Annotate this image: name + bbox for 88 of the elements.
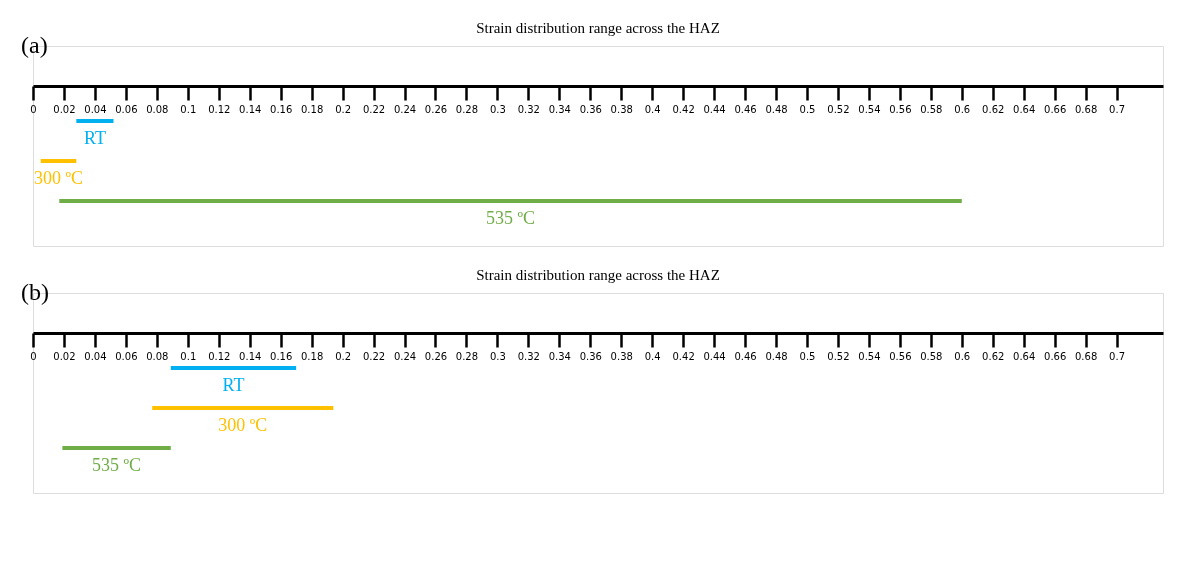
x-tick-label: 0.14 [239, 103, 262, 115]
x-tick-label: 0 [30, 350, 37, 362]
x-tick-label: 0 [30, 103, 37, 115]
x-tick-label: 0.7 [1109, 350, 1126, 362]
x-tick-label: 0.3 [489, 103, 506, 115]
x-tick-label: 0.22 [362, 350, 386, 362]
y-tick-label: 300 ºC [218, 415, 268, 435]
x-tick-label: 0.62 [982, 350, 1005, 362]
x-tick-label: 0.2 [335, 350, 352, 362]
chart-title: Strain distribution range across the HAZ [476, 267, 720, 283]
x-tick-label: 0.26 [424, 350, 448, 362]
x-tick-label: 0.66 [1044, 103, 1067, 115]
y-tick-label: 535 ºC [92, 455, 142, 475]
x-tick-label: 0.5 [799, 103, 816, 115]
x-tick-label: 0.04 [84, 350, 107, 362]
x-tick-label: 0.7 [1109, 103, 1126, 115]
x-tick-label: 0.26 [424, 103, 448, 115]
x-tick-label: 0.32 [517, 350, 540, 362]
text: (b) [21, 279, 49, 305]
x-tick-label: 0.3 [489, 350, 506, 362]
x-tick-label: 0.6 [954, 103, 971, 115]
x-tick-label: 0.64 [1013, 103, 1036, 115]
x-tick-label: 0.4 [644, 103, 661, 115]
y-tick-label: 300 ºC [33, 168, 84, 188]
x-tick-label: 0.56 [889, 103, 912, 115]
x-tick-label: 0.46 [734, 350, 757, 362]
x-tick-label: 0.58 [920, 103, 943, 115]
bar [40, 159, 77, 163]
x-tick-label: 0.42 [672, 350, 695, 362]
x-tick-label: 0.16 [270, 350, 293, 362]
x-tick-label: 0.48 [765, 103, 788, 115]
x-tick-label: 0.2 [335, 103, 352, 115]
x-tick-label: 0.54 [858, 350, 881, 362]
x-tick-label: 0.44 [703, 103, 726, 115]
x-tick-label: 0.18 [301, 103, 324, 115]
x-tick-label: 0.48 [765, 350, 788, 362]
x-tick-label: 0.16 [270, 103, 293, 115]
x-tick-label: 0.34 [548, 103, 571, 115]
x-tick-label: 0.24 [393, 350, 417, 362]
bar [152, 406, 334, 410]
bar [59, 199, 962, 203]
y-tick-label: RT [83, 128, 106, 148]
x-tick-label: 0.56 [889, 350, 912, 362]
x-tick-label: 0.62 [982, 103, 1005, 115]
x-tick-label: 0.54 [858, 103, 881, 115]
x-tick-label: 0.28 [455, 103, 479, 115]
x-tick-label: 0.1 [180, 350, 197, 362]
x-tick-label: 0.66 [1044, 350, 1067, 362]
x-tick-label: 0.68 [1074, 103, 1098, 115]
x-tick-label: 0.42 [672, 103, 695, 115]
x-tick-label: 0.52 [827, 350, 850, 362]
x-tick-label: 0.68 [1074, 350, 1098, 362]
x-tick-label: 0.06 [115, 350, 138, 362]
y-tick-label: RT [222, 375, 245, 395]
x-tick-label: 0.08 [146, 350, 169, 362]
x-tick-label: 0.64 [1013, 350, 1036, 362]
x-tick-label: 0.1 [180, 103, 197, 115]
x-tick-label: 0.38 [610, 103, 633, 115]
x-tick-label: 0.28 [455, 350, 479, 362]
x-tick-label: 0.12 [208, 103, 231, 115]
x-tick-label: 0.34 [548, 350, 571, 362]
x-tick-label: 0.4 [644, 350, 661, 362]
x-tick-label: 0.44 [703, 350, 726, 362]
chart-title: Strain distribution range across the HAZ [476, 20, 720, 36]
y-tick-label: 535 ºC [485, 208, 536, 228]
x-tick-label: 0.52 [827, 103, 850, 115]
x-tick-label: 0.36 [579, 350, 602, 362]
x-tick-label: 0.08 [146, 103, 169, 115]
x-tick-label: 0.22 [362, 103, 386, 115]
x-tick-label: 0.58 [920, 350, 943, 362]
x-tick-label: 0.38 [610, 350, 633, 362]
text: (a) [21, 32, 48, 58]
x-tick-label: 0.14 [239, 350, 262, 362]
x-tick-label: 0.04 [84, 103, 107, 115]
x-tick-label: 0.06 [115, 103, 138, 115]
x-tick-label: 0.6 [954, 350, 971, 362]
bar [170, 366, 297, 370]
x-tick-label: 0.12 [208, 350, 231, 362]
x-tick-label: 0.36 [579, 103, 602, 115]
x-tick-label: 0.18 [301, 350, 324, 362]
bar [76, 119, 114, 123]
x-tick-label: 0.5 [799, 350, 816, 362]
bar [62, 446, 171, 450]
x-tick-label: 0.02 [53, 103, 76, 115]
x-tick-label: 0.02 [53, 350, 76, 362]
x-tick-label: 0.32 [517, 103, 540, 115]
x-tick-label: 0.46 [734, 103, 757, 115]
x-tick-label: 0.24 [393, 103, 417, 115]
